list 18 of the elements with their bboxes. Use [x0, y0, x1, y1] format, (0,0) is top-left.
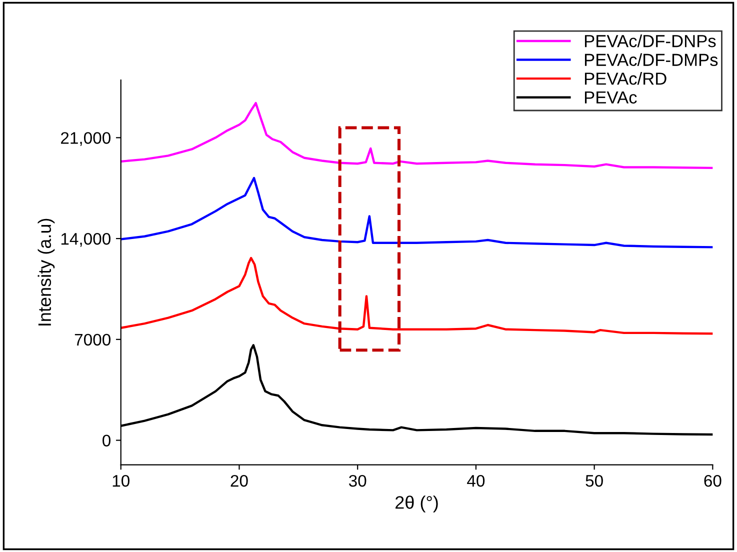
x-tick-label: 20 [230, 474, 248, 487]
line-series [120, 176, 713, 248]
legend-label: PEVAc/DF-DMPs [584, 53, 718, 66]
line-series [120, 256, 713, 335]
y-tick-label: 7000 [74, 334, 110, 346]
y-tick-label: 14,000 [61, 232, 110, 247]
x-tick-label: 10 [112, 474, 130, 487]
y-tick-label: 0 [102, 434, 110, 446]
x-tick-label: 30 [348, 474, 366, 487]
x-tick-label: 60 [704, 474, 722, 487]
x-tick-label: 50 [586, 474, 603, 487]
legend-label: PEVAc [584, 91, 637, 104]
legend-label: PEVAc/DF-DNPs [584, 34, 716, 48]
legend-label: PEVAc/RD [584, 72, 666, 85]
y-axis-title: Intensity (a.u) [38, 218, 55, 326]
x-tick-label: 40 [467, 474, 485, 487]
y-tick-label: 21,000 [61, 132, 110, 146]
x-axis-title: 2θ (°) [396, 496, 438, 512]
